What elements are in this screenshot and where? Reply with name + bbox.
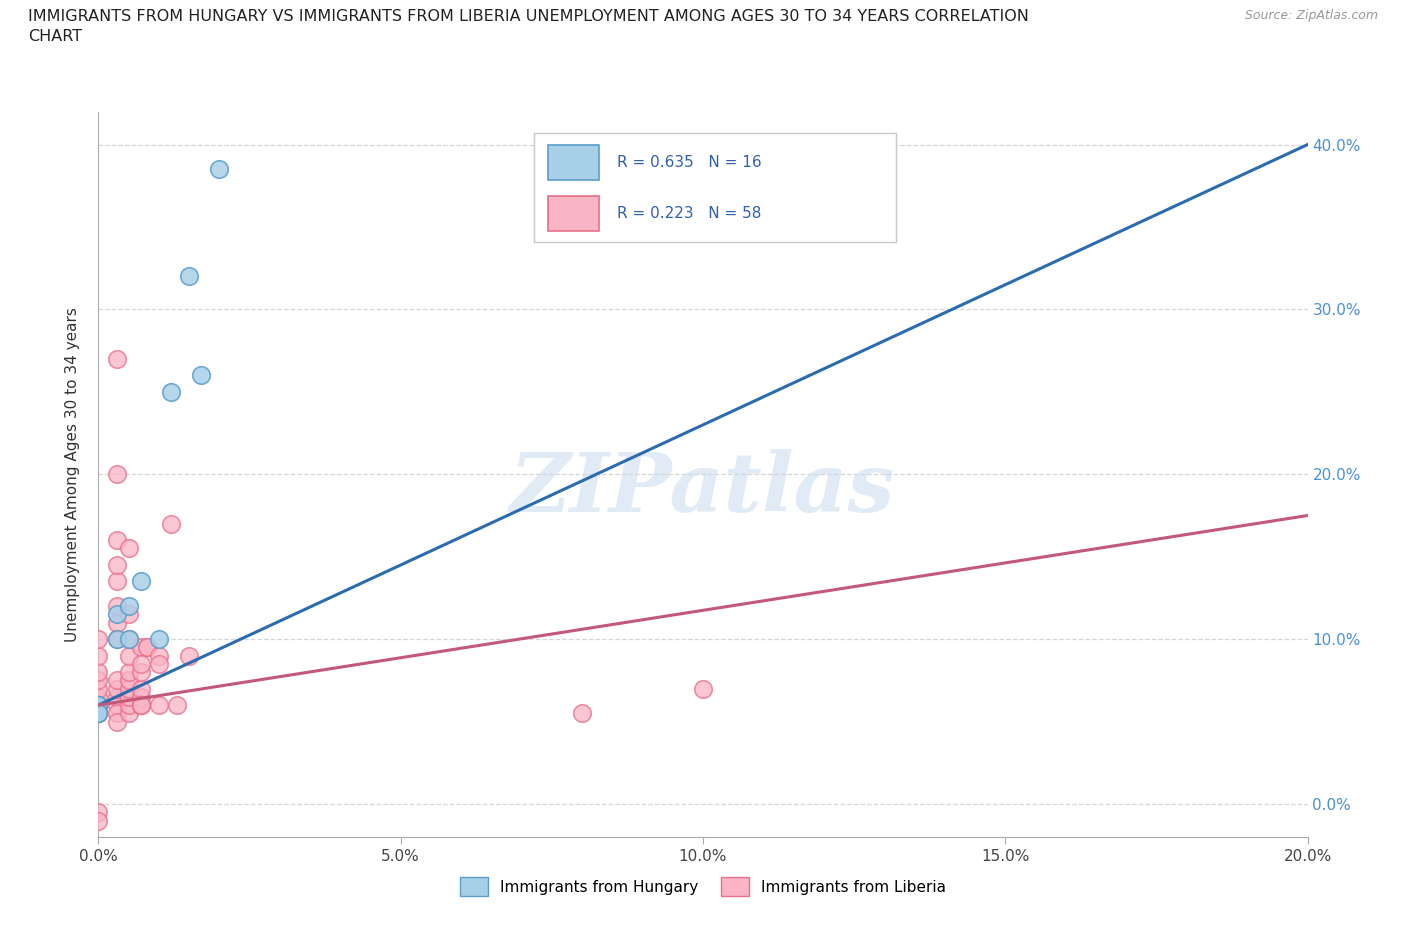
- Point: [87, 698, 110, 712]
- Point: [129, 657, 152, 671]
- Point: [129, 574, 152, 589]
- Point: [179, 648, 201, 663]
- Point: [692, 681, 714, 696]
- Point: [87, 698, 110, 712]
- Point: [129, 689, 152, 704]
- Point: [571, 706, 593, 721]
- Point: [208, 162, 231, 177]
- Point: [105, 533, 128, 548]
- Point: [129, 698, 152, 712]
- Point: [105, 631, 128, 646]
- Point: [87, 706, 110, 721]
- Point: [118, 607, 141, 622]
- Point: [118, 706, 141, 721]
- Point: [148, 698, 170, 712]
- Point: [129, 698, 152, 712]
- Point: [105, 673, 128, 688]
- Point: [105, 599, 128, 614]
- Point: [190, 368, 212, 383]
- Point: [148, 648, 170, 663]
- Point: [87, 706, 110, 721]
- Point: [87, 706, 110, 721]
- Point: [129, 640, 152, 655]
- Point: [87, 698, 110, 712]
- Point: [87, 631, 110, 646]
- Point: [166, 698, 188, 712]
- Point: [105, 689, 128, 704]
- Point: [105, 616, 128, 631]
- Point: [129, 665, 152, 680]
- Legend: Immigrants from Hungary, Immigrants from Liberia: Immigrants from Hungary, Immigrants from…: [454, 871, 952, 902]
- Point: [160, 516, 183, 531]
- Point: [87, 706, 110, 721]
- Text: Source: ZipAtlas.com: Source: ZipAtlas.com: [1244, 9, 1378, 22]
- Point: [129, 681, 152, 696]
- Point: [179, 269, 201, 284]
- Point: [87, 681, 110, 696]
- Point: [87, 689, 110, 704]
- Point: [160, 384, 183, 399]
- Point: [118, 673, 141, 688]
- Point: [105, 698, 128, 712]
- Point: [135, 640, 157, 655]
- Text: IMMIGRANTS FROM HUNGARY VS IMMIGRANTS FROM LIBERIA UNEMPLOYMENT AMONG AGES 30 TO: IMMIGRANTS FROM HUNGARY VS IMMIGRANTS FR…: [28, 9, 1029, 44]
- Point: [148, 631, 170, 646]
- Point: [118, 648, 141, 663]
- Point: [118, 631, 141, 646]
- Point: [118, 665, 141, 680]
- Point: [118, 698, 141, 712]
- Point: [118, 681, 141, 696]
- Point: [118, 631, 141, 646]
- Point: [87, 673, 110, 688]
- Point: [87, 813, 110, 828]
- Point: [87, 665, 110, 680]
- Point: [118, 599, 141, 614]
- Point: [105, 706, 128, 721]
- Point: [105, 467, 128, 482]
- Point: [87, 698, 110, 712]
- Point: [105, 681, 128, 696]
- Point: [87, 648, 110, 663]
- Text: ZIPatlas: ZIPatlas: [510, 449, 896, 529]
- Point: [87, 706, 110, 721]
- Point: [105, 352, 128, 366]
- Point: [87, 706, 110, 721]
- Point: [87, 698, 110, 712]
- Point: [87, 698, 110, 712]
- Point: [105, 558, 128, 573]
- Point: [87, 804, 110, 819]
- Point: [135, 640, 157, 655]
- Point: [118, 689, 141, 704]
- Point: [105, 574, 128, 589]
- Point: [87, 706, 110, 721]
- Point: [129, 698, 152, 712]
- Point: [105, 714, 128, 729]
- Y-axis label: Unemployment Among Ages 30 to 34 years: Unemployment Among Ages 30 to 34 years: [65, 307, 80, 642]
- Point: [148, 657, 170, 671]
- Point: [118, 541, 141, 556]
- Point: [87, 706, 110, 721]
- Point: [105, 631, 128, 646]
- Point: [105, 607, 128, 622]
